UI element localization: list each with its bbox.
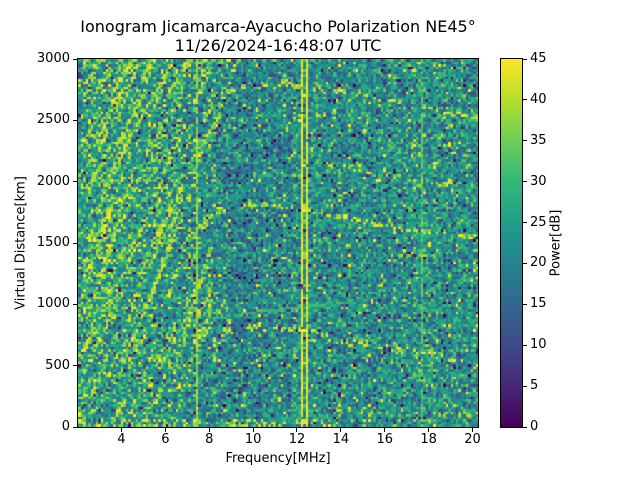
colorbar-tick-mark bbox=[523, 181, 527, 183]
y-tick-label: 0 bbox=[61, 419, 70, 434]
chart-title: Ionogram Jicamarca-Ayacucho Polarization… bbox=[80, 17, 476, 36]
x-tick-mark bbox=[428, 428, 430, 432]
ionogram-heatmap bbox=[78, 59, 478, 427]
colorbar-tick-label: 40 bbox=[530, 91, 547, 107]
x-tick-mark bbox=[208, 428, 210, 432]
colorbar bbox=[500, 58, 523, 428]
y-tick-label: 1000 bbox=[36, 296, 70, 312]
plot-area bbox=[77, 58, 479, 428]
colorbar-tick-mark bbox=[523, 99, 527, 101]
colorbar-tick-mark bbox=[523, 262, 527, 264]
x-tick-label: 6 bbox=[161, 432, 170, 447]
x-tick-label: 14 bbox=[332, 432, 350, 447]
colorbar-tick-mark bbox=[523, 140, 527, 142]
colorbar-tick-label: 20 bbox=[530, 255, 547, 271]
colorbar-tick-mark bbox=[523, 344, 527, 346]
y-tick-label: 3000 bbox=[36, 51, 70, 66]
colorbar-tick-label: 35 bbox=[530, 132, 547, 148]
x-tick-mark bbox=[340, 428, 342, 432]
y-tick-label: 2000 bbox=[36, 173, 70, 189]
y-tick-label: 1500 bbox=[36, 235, 70, 250]
y-tick-mark bbox=[73, 426, 77, 428]
colorbar-tick-mark bbox=[523, 58, 527, 60]
y-tick-label: 2500 bbox=[36, 112, 70, 128]
x-tick-mark bbox=[252, 428, 254, 432]
colorbar-tick-mark bbox=[523, 303, 527, 305]
x-axis-label: Frequency[MHz] bbox=[225, 451, 331, 466]
colorbar-tick-label: 10 bbox=[530, 337, 547, 353]
x-tick-label: 16 bbox=[376, 432, 393, 447]
x-tick-label: 18 bbox=[420, 432, 437, 447]
colorbar-tick-mark bbox=[523, 222, 527, 224]
colorbar-tick-label: 5 bbox=[530, 378, 539, 394]
colorbar-tick-label: 0 bbox=[530, 419, 539, 434]
x-tick-mark bbox=[472, 428, 473, 432]
x-tick-mark bbox=[164, 428, 166, 432]
y-tick-mark bbox=[73, 58, 77, 60]
x-tick-label: 20 bbox=[464, 432, 481, 447]
y-tick-label: 500 bbox=[45, 357, 70, 373]
x-tick-label: 12 bbox=[288, 432, 306, 447]
x-tick-mark bbox=[120, 428, 122, 432]
y-tick-mark bbox=[73, 365, 77, 367]
y-tick-mark bbox=[73, 242, 77, 244]
x-tick-label: 4 bbox=[117, 432, 126, 447]
colorbar-tick-mark bbox=[523, 426, 527, 428]
colorbar-tick-label: 15 bbox=[530, 296, 547, 312]
y-tick-mark bbox=[73, 303, 77, 305]
x-tick-label: 8 bbox=[205, 432, 214, 447]
colorbar-tick-label: 45 bbox=[530, 51, 547, 66]
chart-subtitle: 11/26/2024-16:48:07 UTC bbox=[174, 36, 382, 55]
x-tick-mark bbox=[296, 428, 298, 432]
colorbar-tick-label: 25 bbox=[530, 214, 547, 230]
x-tick-mark bbox=[384, 428, 386, 432]
colorbar-label: Power[dB] bbox=[548, 209, 564, 277]
x-tick-label: 10 bbox=[244, 432, 262, 447]
colorbar-tick-mark bbox=[523, 385, 527, 387]
y-tick-mark bbox=[73, 119, 77, 121]
colorbar-tick-label: 30 bbox=[530, 173, 547, 189]
y-tick-mark bbox=[73, 181, 77, 183]
